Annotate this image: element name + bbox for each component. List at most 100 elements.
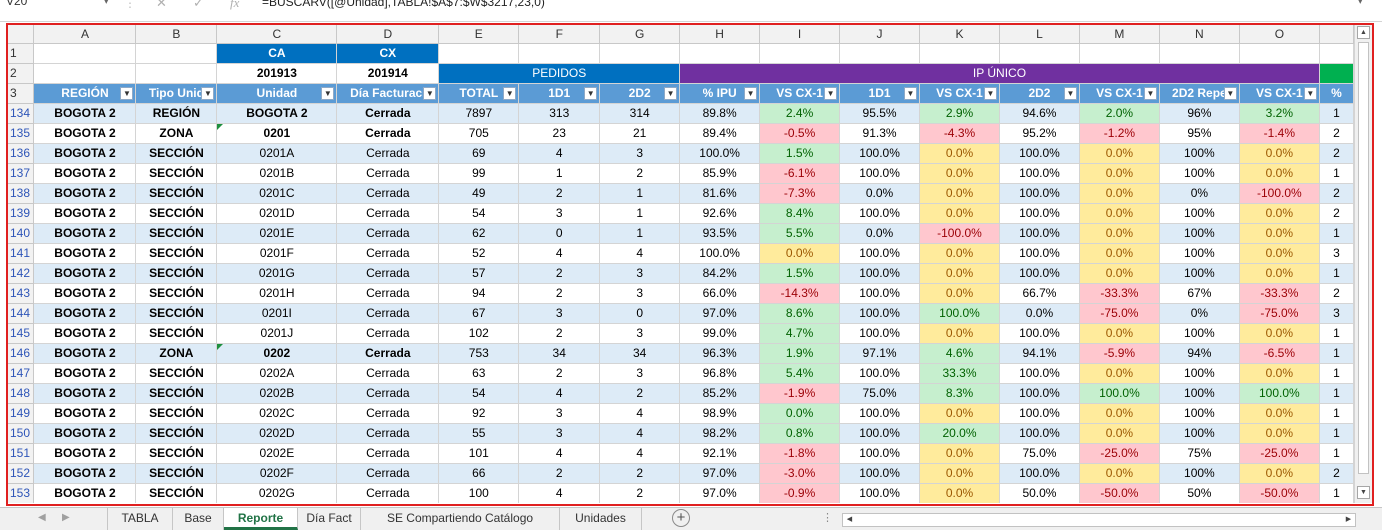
table-cell[interactable]: 0.8% [759,423,841,444]
table-cell[interactable]: 0202B [216,383,338,404]
table-cell[interactable]: 84.2% [679,263,761,284]
table-cell[interactable]: -50.0% [1239,483,1320,503]
table-cell[interactable]: 4 [518,443,601,464]
table-cell[interactable]: 23 [518,123,601,144]
scroll-up-arrow-icon[interactable]: ▲ [1357,26,1370,39]
row-number[interactable]: 137 [8,163,35,184]
table-cell[interactable]: 0% [1159,183,1240,204]
column-header[interactable]: I [759,25,841,44]
table-cell[interactable]: 2 [599,383,681,404]
table-cell[interactable]: 314 [599,103,681,124]
table-cell[interactable]: 97.1% [839,343,921,364]
table-cell[interactable]: BOGOTA 2 [33,403,137,424]
table-cell[interactable]: -100.0% [1239,183,1320,204]
cancel-entry-icon[interactable]: ✕ [156,0,167,10]
cell[interactable] [679,43,761,64]
table-cell[interactable]: 54 [438,383,520,404]
table-cell[interactable]: 0.0% [919,283,1000,304]
row-number[interactable]: 1 [8,43,35,64]
table-cell[interactable]: 97.0% [679,303,761,324]
table-cell[interactable]: Cerrada [336,383,440,404]
pedidos-band[interactable]: PEDIDOS [438,63,681,84]
table-cell[interactable]: 0202A [216,363,338,384]
table-cell[interactable]: 100.0% [839,443,921,464]
table-cell[interactable]: Cerrada [336,223,440,244]
sheet-tab[interactable]: Unidades [560,508,642,530]
table-cell[interactable]: 100% [1159,223,1240,244]
table-cell[interactable]: 1 [599,223,681,244]
table-cell[interactable]: 2 [518,263,601,284]
table-cell[interactable]: 85.2% [679,383,761,404]
table-column-header[interactable]: VS CX-1 ▼ [1239,83,1320,104]
table-cell[interactable]: 4.7% [759,323,841,344]
filter-dropdown-icon[interactable]: ▼ [744,86,758,100]
table-cell[interactable]: 3 [599,283,681,304]
column-header[interactable]: F [518,25,601,44]
table-cell[interactable]: Cerrada [336,143,440,164]
table-cell[interactable]: 0.0% [839,223,921,244]
table-cell[interactable]: 100.0% [1239,383,1320,404]
table-cell[interactable]: 96.3% [679,343,761,364]
table-cell[interactable]: 1 [1319,483,1354,503]
table-cell[interactable]: 0202E [216,443,338,464]
table-cell[interactable]: 1 [1319,403,1354,424]
table-column-header[interactable]: Unidad ▼ [216,83,338,104]
table-cell[interactable]: 99 [438,163,520,184]
table-cell[interactable]: -50.0% [1079,483,1160,503]
table-cell[interactable]: 100.0% [999,183,1080,204]
table-cell[interactable]: 100% [1159,203,1240,224]
table-cell[interactable]: 98.2% [679,423,761,444]
row-number[interactable]: 145 [8,323,35,344]
table-cell[interactable]: 0% [1159,303,1240,324]
table-cell[interactable]: 100.0% [999,383,1080,404]
table-cell[interactable]: 2 [518,363,601,384]
table-cell[interactable]: 0201E [216,223,338,244]
table-cell[interactable]: Cerrada [336,363,440,384]
sheet-tab[interactable]: Día Fact [298,508,361,530]
table-cell[interactable]: 75.0% [839,383,921,404]
row-number[interactable]: 148 [8,383,35,404]
filter-dropdown-icon[interactable]: ▼ [983,86,997,100]
table-cell[interactable]: 100% [1159,383,1240,404]
table-cell[interactable]: 100.0% [999,163,1080,184]
table-cell[interactable]: -6.1% [759,163,841,184]
column-header[interactable]: K [919,25,1000,44]
table-cell[interactable]: 3.2% [1239,103,1320,124]
column-header[interactable]: N [1159,25,1240,44]
table-cell[interactable]: 1 [1319,383,1354,404]
table-cell[interactable]: 0.0% [759,403,841,424]
cell[interactable] [135,43,218,64]
scroll-down-arrow-icon[interactable]: ▼ [1357,486,1370,499]
table-cell[interactable]: 3 [599,323,681,344]
table-cell[interactable]: 100.0% [839,203,921,224]
table-cell[interactable]: 0.0% [1079,143,1160,164]
add-sheet-icon[interactable]: + [672,509,690,527]
expand-formula-bar-icon[interactable]: ▾ [1358,0,1363,6]
table-cell[interactable]: 5.5% [759,223,841,244]
column-header[interactable]: L [999,25,1080,44]
table-cell[interactable]: BOGOTA 2 [33,463,137,484]
table-cell[interactable]: 0.0% [1239,203,1320,224]
table-cell[interactable]: 1 [1319,223,1354,244]
table-cell[interactable]: 3 [599,143,681,164]
table-cell[interactable]: BOGOTA 2 [33,303,137,324]
table-cell[interactable]: 97.0% [679,483,761,503]
table-cell[interactable]: 100.0% [999,263,1080,284]
table-cell[interactable]: 2 [1319,283,1354,304]
table-cell[interactable]: 100.0% [839,483,921,503]
table-cell[interactable]: 20.0% [919,423,1000,444]
table-cell[interactable]: 85.9% [679,163,761,184]
formula-input[interactable]: =BUSCARV([@Unidad],TABLA!$A$7:$W$3217,23… [262,0,545,9]
table-cell[interactable]: BOGOTA 2 [33,443,137,464]
table-cell[interactable]: 0.0% [1239,363,1320,384]
table-cell[interactable]: 2.4% [759,103,841,124]
table-cell[interactable]: 100% [1159,243,1240,264]
table-cell[interactable]: Cerrada [336,283,440,304]
table-cell[interactable]: 81.6% [679,183,761,204]
table-cell[interactable]: REGIÓN [135,103,218,124]
table-cell[interactable]: -7.3% [759,183,841,204]
cell[interactable] [33,43,137,64]
table-cell[interactable]: SECCIÓN [135,143,218,164]
table-cell[interactable]: SECCIÓN [135,383,218,404]
tab-scroll-right-icon[interactable]: ▶ [62,512,70,523]
